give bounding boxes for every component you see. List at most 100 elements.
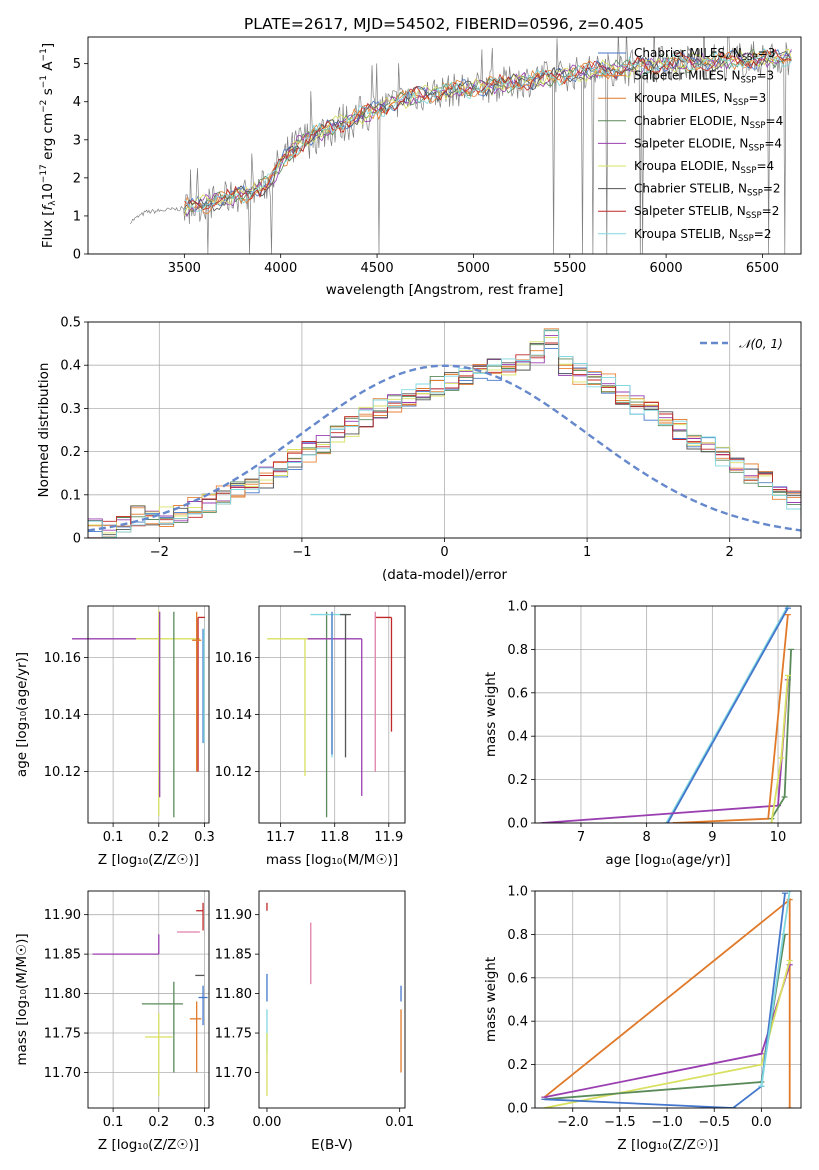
y-tick-label: 4 <box>73 95 81 110</box>
age-vs-mass-axes: 11.7 11.8 11.9 10.12 10.14 10.16 <box>215 606 405 845</box>
x-tick-label: 0.01 <box>385 1115 414 1130</box>
x-tick-label: 7 <box>577 830 585 845</box>
legend-entry: Kroupa ELODIE, NSSP=4 <box>634 159 774 176</box>
x-tick-label: 0.1 <box>103 830 124 845</box>
weight-vs-age-ylabel: mass weight <box>483 672 499 757</box>
x-tick-label: −1.0 <box>651 1115 683 1130</box>
weight-vs-Z-frame <box>534 890 802 1109</box>
weight-line <box>544 934 786 1101</box>
legend-entry: Kroupa STELIB, NSSP=2 <box>634 227 772 244</box>
weight-line <box>760 891 791 1087</box>
weight-line <box>541 679 789 823</box>
y-tick-label: 0.5 <box>60 316 81 331</box>
x-tick-label: 5500 <box>553 261 586 276</box>
y-tick-label: 0.0 <box>507 817 528 832</box>
x-tick-label: 0.00 <box>252 1115 281 1130</box>
residuals-ylabel: Normed distribution <box>36 363 52 498</box>
x-tick-label: −2.0 <box>557 1115 589 1130</box>
y-tick-label: 0.2 <box>507 1058 528 1073</box>
y-tick-label: 10.14 <box>215 708 252 723</box>
x-tick-label: 1 <box>583 545 591 560</box>
x-tick-label: 6500 <box>746 261 779 276</box>
weight-vs-Z-grid <box>535 890 801 1109</box>
y-tick-label: 0.1 <box>60 488 81 503</box>
weight-vs-age-xlabel: age [log₁₀(age/yr)] <box>605 852 730 868</box>
spectrum-plot-area <box>88 37 792 254</box>
x-tick-label: 11.8 <box>320 830 349 845</box>
spectrum-ylabel: Flux [fλ10−17 erg cm−2 s−1 A−1] <box>39 43 58 248</box>
y-tick-label: 10.12 <box>215 765 252 780</box>
model-spectrum <box>184 48 792 217</box>
age-vs-mass-xlabel: mass [log₁₀(M/M☉)] <box>266 852 398 868</box>
x-tick-label: 0.3 <box>194 830 215 845</box>
x-tick-label: 0.2 <box>148 1115 169 1130</box>
x-tick-label: 11.7 <box>266 830 295 845</box>
y-tick-label: 3 <box>73 133 81 148</box>
legend-entry: Chabrier MILES, NSSP=3 <box>634 46 775 63</box>
weight-vs-age-ticks: 7 8 9 10 0.0 0.2 0.4 0.6 0.8 1.0 <box>507 600 786 846</box>
spectrum-ticks: 3500 4000 4500 5000 5500 6000 6500 0 1 2 3 4 5 <box>73 57 779 276</box>
weight-line <box>672 614 789 823</box>
x-tick-label: 5000 <box>457 261 490 276</box>
y-tick-label: 1 <box>73 209 81 224</box>
age-vs-Z-xlabel: Z [log₁₀(Z/Z☉)] <box>98 852 199 868</box>
age-vs-Z-frame <box>87 605 210 824</box>
x-tick-label: −0.5 <box>698 1115 730 1130</box>
y-tick-label: 11.80 <box>44 987 81 1002</box>
x-tick-label: 9 <box>708 830 716 845</box>
mass-vs-Z-ticks: 0.1 0.2 0.3 11.70 11.75 11.80 11.85 11.90 <box>44 908 215 1130</box>
y-tick-label: 11.70 <box>215 1066 252 1081</box>
x-tick-label: −1.5 <box>604 1115 636 1130</box>
x-tick-label: 0 <box>440 545 448 560</box>
model-spectrum <box>184 50 792 213</box>
legend-entry: 𝒩(0, 1) <box>739 337 783 351</box>
x-tick-label: 4500 <box>361 261 394 276</box>
weight-vs-Z-series <box>541 891 793 1108</box>
model-spectrum <box>184 48 792 212</box>
mass-vs-Z-frame <box>87 890 210 1109</box>
spectrum-frame <box>87 36 802 255</box>
residuals-plot-area <box>88 328 801 538</box>
residuals-grid <box>88 321 801 539</box>
x-tick-label: 0.2 <box>148 830 169 845</box>
x-tick-label: 3500 <box>168 261 201 276</box>
spectrum-xlabel: wavelength [Angstrom, rest frame] <box>326 282 564 298</box>
y-tick-label: 0.6 <box>507 686 528 701</box>
age-vs-Z-axes: 0.1 0.2 0.3 10.12 10.14 10.16 <box>44 606 215 845</box>
mass-vs-Z-ylabel: mass [log₁₀(M/M☉)] <box>14 933 30 1065</box>
residual-histogram <box>88 336 801 534</box>
x-tick-label: 0.0 <box>751 1115 772 1130</box>
residual-histogram <box>88 329 801 538</box>
y-tick-label: 11.90 <box>44 908 81 923</box>
y-tick-label: 0.4 <box>60 359 81 374</box>
x-tick-label: −1 <box>292 545 311 560</box>
weight-vs-age-series <box>538 606 795 823</box>
x-tick-label: 8 <box>643 830 651 845</box>
weight-vs-age-grid <box>535 605 801 824</box>
legend-entry: Salpeter MILES, NSSP=3 <box>634 69 774 86</box>
y-tick-label: 0.6 <box>507 971 528 986</box>
figure-title: PLATE=2617, MJD=54502, FIBERID=0596, z=0… <box>244 15 644 33</box>
y-tick-label: 0 <box>73 248 81 263</box>
legend-entry: Salpeter ELODIE, NSSP=4 <box>634 136 782 153</box>
y-tick-label: 11.80 <box>215 987 252 1002</box>
mass-vs-EBV-ticks: 0.00 0.01 11.70 11.75 11.80 11.85 11.90 <box>215 908 414 1130</box>
age-vs-Z-ylabel: age [log₁₀(age/yr)] <box>14 652 30 777</box>
mass-vs-EBV-frame <box>258 890 406 1109</box>
y-tick-label: 2 <box>73 171 81 186</box>
y-tick-label: 11.75 <box>215 1027 252 1042</box>
mass-vs-EBV-axes: 0.00 0.01 11.70 11.75 11.80 11.85 11.90 <box>215 908 414 1130</box>
weight-vs-Z-ticks: −2.0 −1.5 −1.0 −0.5 0.0 0.0 0.2 0.4 0.6 0.8 1.0 <box>507 885 771 1131</box>
y-tick-label: 1.0 <box>507 600 528 615</box>
residual-histogram <box>88 342 801 538</box>
y-tick-label: 0.4 <box>507 730 528 745</box>
spectrum-legend: Chabrier MILES, NSSP=3 Salpeter MILES, NS… <box>598 46 783 244</box>
y-tick-label: 10.14 <box>44 708 81 723</box>
x-tick-label: 4000 <box>264 261 297 276</box>
age-vs-mass-ticks: 11.7 11.8 11.9 10.12 10.14 10.16 <box>215 651 403 845</box>
x-tick-label: 10 <box>770 830 787 845</box>
age-vs-Z-points <box>72 610 205 818</box>
normal-curve <box>88 364 801 532</box>
y-tick-label: 0.8 <box>507 643 528 658</box>
